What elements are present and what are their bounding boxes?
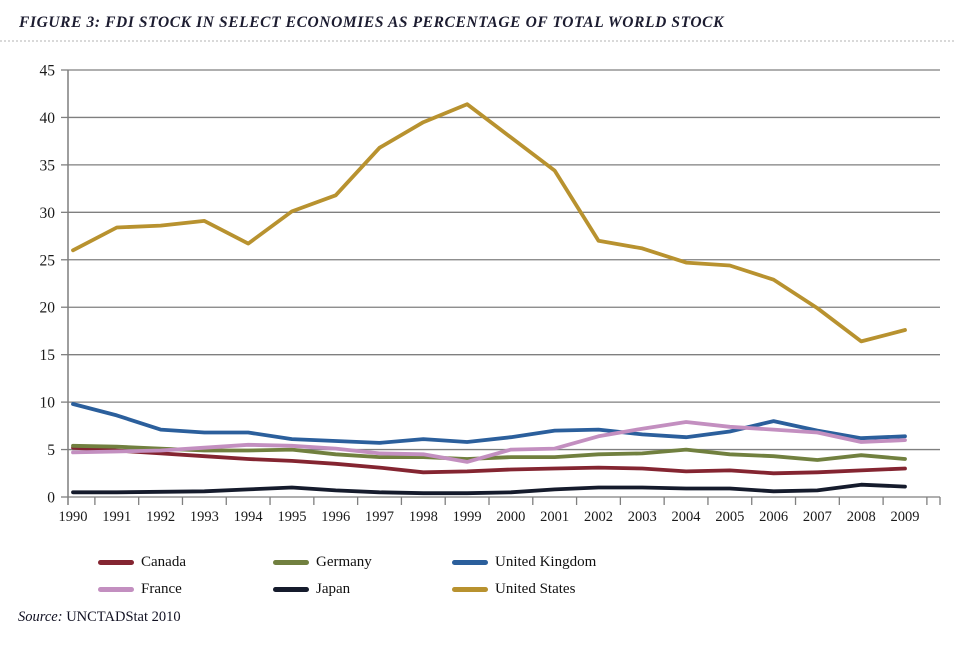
y-axis-label-5: 5	[47, 442, 55, 459]
x-axis-label-1992: 1992	[146, 509, 175, 525]
source-note: Source: UNCTADStat 2010	[18, 609, 181, 626]
title-divider	[0, 40, 954, 42]
x-axis-label-1991: 1991	[102, 509, 131, 525]
line-chart-canvas: 0 5 10 15 20 25 30 35 40 45 1990 1991 1992 1993 1994 19…	[40, 63, 941, 525]
legend-label-japan: Japan	[316, 580, 351, 597]
y-axis-label-40: 40	[40, 110, 56, 127]
series-line-united-kingdom	[71, 402, 907, 445]
source-text: UNCTADStat 2010	[62, 609, 181, 625]
legend-swatch-united-states	[452, 586, 488, 592]
x-axis-label-1994: 1994	[234, 509, 264, 525]
legend-row-2: France Japan United States	[0, 578, 954, 600]
legend-label-canada: Canada	[141, 553, 186, 570]
legend-swatch-japan	[273, 586, 309, 592]
x-axis-label-2006: 2006	[759, 509, 788, 525]
figure-title: FIGURE 3: FDI STOCK IN SELECT ECONOMIES …	[19, 14, 725, 31]
legend-item-germany: Germany	[273, 551, 372, 573]
x-axis-label-1999: 1999	[453, 509, 482, 525]
x-axis-label-2008: 2008	[847, 509, 876, 525]
y-axis-label-45: 45	[40, 63, 56, 80]
legend-label-germany: Germany	[316, 553, 372, 570]
legend-item-united-kingdom: United Kingdom	[452, 551, 596, 573]
source-label: Source:	[18, 609, 63, 625]
x-axis-label-1995: 1995	[277, 509, 306, 525]
y-axis-label-10: 10	[40, 395, 56, 412]
x-axis-label-2002: 2002	[584, 509, 613, 525]
x-axis-label-1996: 1996	[321, 509, 350, 525]
x-axis-label-2007: 2007	[803, 509, 832, 525]
legend-item-france: France	[98, 578, 182, 600]
legend-swatch-france	[98, 586, 134, 592]
y-axis-label-30: 30	[40, 205, 56, 222]
legend-item-canada: Canada	[98, 551, 186, 573]
x-axis-label-2000: 2000	[496, 509, 525, 525]
legend-swatch-united-kingdom	[452, 559, 488, 565]
series-line-france	[71, 420, 907, 464]
x-axis-label-2004: 2004	[672, 509, 702, 525]
x-axis-label-2003: 2003	[628, 509, 657, 525]
legend-item-united-states: United States	[452, 578, 575, 600]
legend-label-france: France	[141, 580, 182, 597]
x-axis-label-2001: 2001	[540, 509, 569, 525]
x-axis-label-2005: 2005	[715, 509, 744, 525]
legend-swatch-germany	[273, 559, 309, 565]
x-axis-label-1998: 1998	[409, 509, 438, 525]
series-line-canada	[71, 445, 907, 476]
x-axis-label-1993: 1993	[190, 509, 219, 525]
series-line-united-states	[71, 102, 907, 344]
legend-label-united-states: United States	[495, 580, 576, 597]
legend-row-1: Canada Germany United Kingdom	[0, 551, 954, 573]
legend-swatch-canada	[98, 559, 134, 565]
y-axis-label-25: 25	[40, 252, 56, 269]
x-axis-label-1990: 1990	[59, 509, 88, 525]
series-line-japan	[71, 482, 907, 496]
y-axis-label-35: 35	[40, 157, 56, 174]
series-line-germany	[71, 443, 907, 462]
legend-label-united-kingdom: United Kingdom	[495, 553, 597, 570]
x-axis-label-2009: 2009	[891, 509, 920, 525]
x-axis-label-1997: 1997	[365, 509, 394, 525]
y-axis-label-15: 15	[40, 347, 56, 364]
y-axis-label-20: 20	[40, 300, 56, 317]
y-axis-label-0: 0	[47, 490, 55, 507]
legend-item-japan: Japan	[273, 578, 350, 600]
